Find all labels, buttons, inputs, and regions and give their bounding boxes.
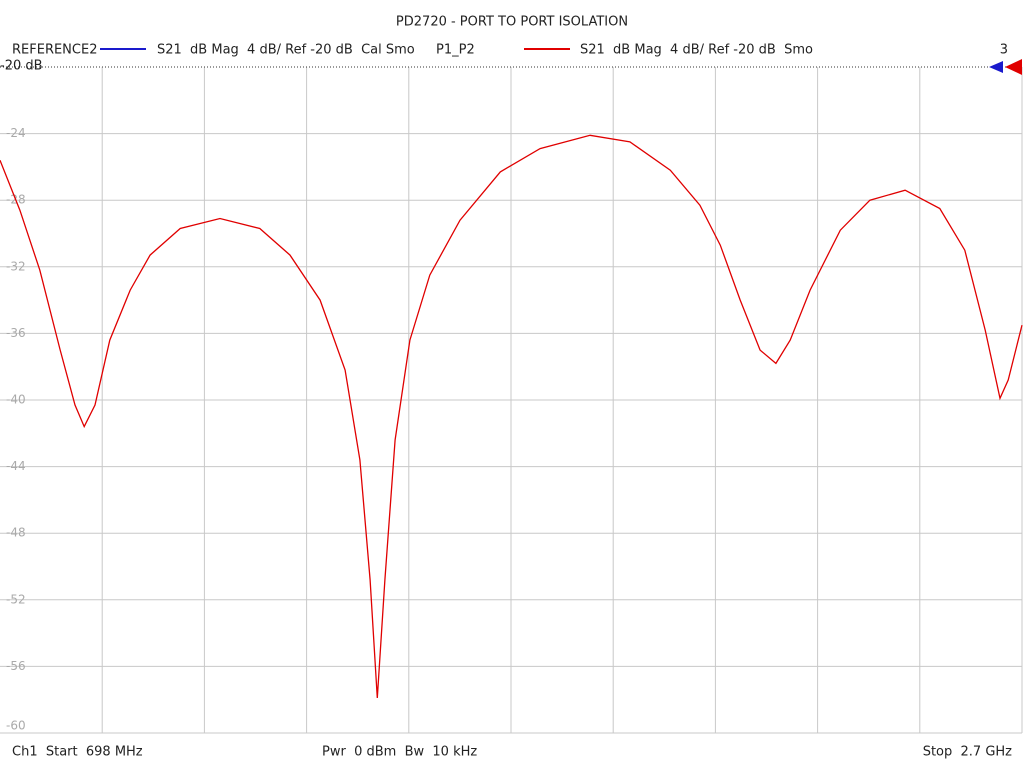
footer-power: Pwr 0 dBm Bw 10 kHz xyxy=(322,745,477,760)
y-tick-label: -60 xyxy=(6,719,26,733)
y-tick-label: -56 xyxy=(6,659,26,673)
y-tick-label: -36 xyxy=(6,326,26,340)
legend-label: P1_P2 xyxy=(436,43,475,58)
trace-count: 3 xyxy=(1000,43,1008,58)
y-tick-label: -48 xyxy=(6,526,26,540)
trace xyxy=(0,134,1023,699)
y-tick-label: -52 xyxy=(6,592,26,606)
footer-stop: Stop 2.7 GHz xyxy=(923,745,1012,760)
reference-label: -20 dB xyxy=(0,59,43,74)
y-tick-label: -32 xyxy=(6,259,26,273)
legend-label: REFERENCE2 xyxy=(12,43,97,58)
footer-start: Ch1 Start 698 MHz xyxy=(12,745,143,760)
legend-description: S21 dB Mag 4 dB/ Ref -20 dB Smo xyxy=(580,43,813,58)
reference-marker xyxy=(989,61,1003,73)
y-tick-label: -24 xyxy=(6,126,26,140)
chart-title: PD2720 - PORT TO PORT ISOLATION xyxy=(396,15,628,30)
legend-description: S21 dB Mag 4 dB/ Ref -20 dB Cal Smo xyxy=(157,43,415,58)
reference-marker xyxy=(1005,59,1022,75)
y-tick-label: -40 xyxy=(6,393,26,407)
y-tick-label: -44 xyxy=(6,459,26,473)
